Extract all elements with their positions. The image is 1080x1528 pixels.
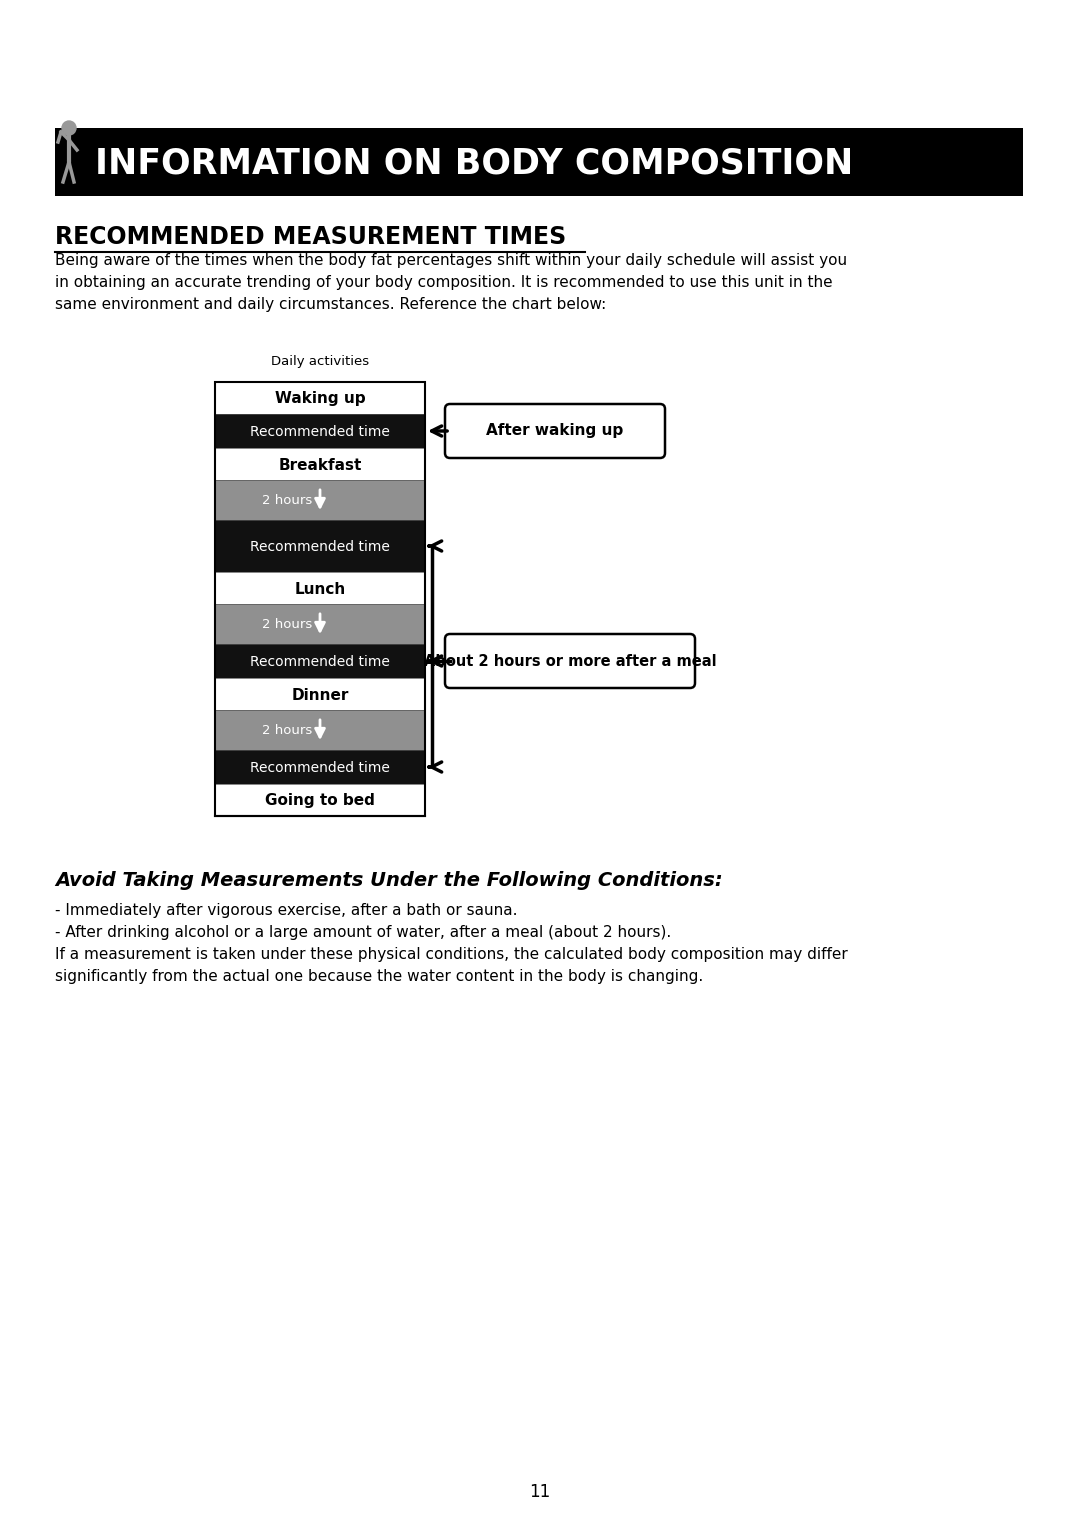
Text: If a measurement is taken under these physical conditions, the calculated body c: If a measurement is taken under these ph… [55, 947, 848, 963]
Text: significantly from the actual one because the water content in the body is chang: significantly from the actual one becaus… [55, 969, 703, 984]
Text: RECOMMENDED MEASUREMENT TIMES: RECOMMENDED MEASUREMENT TIMES [55, 225, 566, 249]
Text: - Immediately after vigorous exercise, after a bath or sauna.: - Immediately after vigorous exercise, a… [55, 903, 517, 918]
Bar [215, 480, 426, 520]
Bar [215, 571, 426, 604]
Bar [215, 604, 426, 643]
FancyBboxPatch shape [445, 634, 696, 688]
Bar [215, 750, 426, 784]
Text: 2 hours: 2 hours [261, 495, 312, 507]
Text: 2 hours: 2 hours [261, 619, 312, 631]
Text: Dinner: Dinner [292, 688, 349, 703]
Bar [215, 382, 426, 414]
FancyBboxPatch shape [445, 403, 665, 458]
Text: 2 hours: 2 hours [261, 724, 312, 738]
Text: Lunch: Lunch [295, 582, 346, 596]
Text: Being aware of the times when the body fat percentages shift within your daily s: Being aware of the times when the body f… [55, 254, 847, 312]
Text: Recommended time: Recommended time [251, 761, 390, 775]
Text: - After drinking alcohol or a large amount of water, after a meal (about 2 hours: - After drinking alcohol or a large amou… [55, 924, 672, 940]
Bar [215, 520, 426, 571]
Text: Recommended time: Recommended time [251, 425, 390, 439]
Text: Waking up: Waking up [274, 391, 365, 406]
Bar [215, 448, 426, 480]
Text: Recommended time: Recommended time [251, 656, 390, 669]
Bar [215, 414, 426, 448]
Text: After waking up: After waking up [486, 423, 623, 439]
Circle shape [62, 121, 76, 134]
Bar [55, 128, 1023, 196]
Text: Avoid Taking Measurements Under the Following Conditions:: Avoid Taking Measurements Under the Foll… [55, 871, 723, 889]
Bar [215, 643, 426, 678]
Bar [215, 784, 426, 816]
Text: Daily activities: Daily activities [271, 354, 369, 368]
Bar [215, 678, 426, 711]
Text: Breakfast: Breakfast [279, 457, 362, 472]
Text: Going to bed: Going to bed [265, 793, 375, 808]
Text: 11: 11 [529, 1484, 551, 1500]
Text: Recommended time: Recommended time [251, 539, 390, 555]
Text: About 2 hours or more after a meal: About 2 hours or more after a meal [423, 654, 716, 669]
Bar [215, 711, 426, 750]
Bar [215, 382, 426, 816]
Text: INFORMATION ON BODY COMPOSITION: INFORMATION ON BODY COMPOSITION [95, 147, 853, 180]
